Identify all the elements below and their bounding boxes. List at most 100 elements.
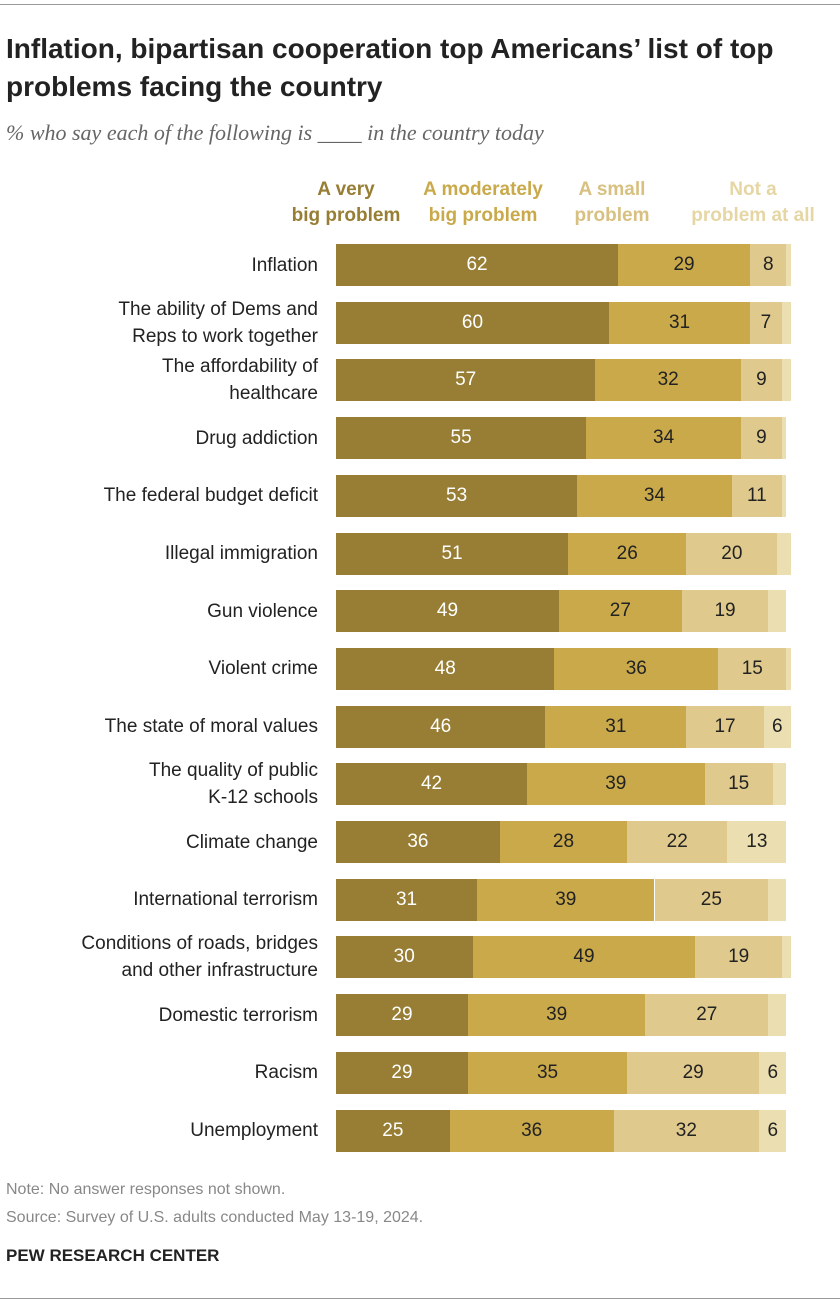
data-label: 30 [393, 946, 415, 968]
source: Source: Survey of U.S. adults conducted … [6, 1209, 424, 1226]
bar-segment [336, 532, 569, 575]
note: Note: No answer responses not shown. [6, 1181, 286, 1198]
data-label: 19 [714, 600, 736, 622]
data-label: 51 [441, 542, 463, 564]
bar-segment [467, 994, 646, 1037]
data-label: 32 [657, 369, 679, 391]
bar-segment [781, 359, 791, 402]
data-label: 36 [521, 1119, 543, 1141]
bar-segment [781, 417, 787, 460]
legend-a-moderately-big-problem: A moderately big problem [423, 179, 543, 226]
bar-segment [704, 763, 773, 806]
data-label: 31 [668, 311, 691, 333]
brand-logo-text: PEW RESEARCH CENTER [6, 1246, 220, 1265]
data-label: 29 [682, 1061, 704, 1083]
bar-segment [772, 763, 787, 806]
bar-segment [336, 994, 468, 1037]
data-label: 32 [675, 1119, 697, 1141]
data-label: 57 [455, 369, 477, 391]
category-label: Racism [254, 1062, 318, 1084]
bar-segment [586, 417, 741, 460]
bar-segment [336, 1051, 468, 1094]
data-label: 13 [746, 831, 768, 852]
data-label: 9 [756, 427, 767, 449]
category-label: Gun violence [207, 600, 318, 622]
bar-segment [613, 1109, 760, 1152]
bar-segment [472, 936, 696, 979]
bar-segment [750, 244, 787, 286]
data-label: 6 [767, 1119, 779, 1141]
bar-segment [681, 590, 769, 633]
bar-segment [499, 821, 628, 863]
data-label: 7 [760, 311, 772, 333]
data-label: 29 [391, 1061, 413, 1083]
bar-segment [768, 994, 787, 1037]
bar-segment [768, 590, 787, 633]
bar-segment [595, 359, 741, 402]
data-label: 22 [666, 831, 688, 852]
category-label: Domestic terrorism [158, 1004, 318, 1026]
data-label: 29 [391, 1004, 413, 1026]
bar-segment [336, 1109, 450, 1152]
data-label: 39 [605, 773, 627, 795]
bar-segment [336, 417, 587, 460]
category-label: Illegal immigration [164, 543, 318, 564]
bar-segment [695, 936, 782, 979]
category-label: The state of moral values [104, 716, 318, 738]
data-label: 26 [616, 542, 638, 564]
category-label: Unemployment [190, 1120, 318, 1141]
bar-segment [336, 359, 596, 402]
data-label: 46 [430, 715, 452, 737]
bar-segment [740, 359, 782, 402]
data-label: 28 [552, 831, 575, 852]
data-label: 27 [609, 600, 631, 622]
data-label: 48 [434, 657, 456, 679]
category-label: Inflation [251, 254, 318, 276]
data-label: 6 [767, 1061, 779, 1083]
data-label: 35 [536, 1061, 559, 1083]
data-label: 15 [728, 773, 750, 795]
category-label: The federal budget deficit [103, 485, 318, 507]
bar-segment [731, 474, 782, 517]
data-label: 31 [395, 888, 418, 910]
category-label: Conditions of roads, bridges and other in… [81, 933, 318, 982]
bar-segment [750, 301, 782, 344]
category-label: The affordability of healthcare [162, 356, 318, 405]
bar-segment [336, 763, 528, 806]
category-label: The ability of Dems and Reps to work toge… [118, 298, 318, 347]
bar-segment [449, 1109, 614, 1152]
chart-title: Inflation, bipartisan cooperation top Am… [6, 33, 774, 102]
bar-segment [786, 647, 791, 690]
data-label: 53 [446, 484, 468, 506]
data-label: 20 [721, 542, 743, 564]
bar-segment [336, 878, 478, 921]
bar-segment [718, 647, 787, 690]
bar-segment [336, 705, 546, 748]
bar-segment [768, 878, 787, 921]
bar-segment [336, 821, 500, 863]
bar-segment [336, 474, 578, 517]
data-label: 60 [461, 311, 484, 333]
data-label: 36 [625, 657, 647, 679]
bar-segment [467, 1051, 628, 1094]
data-label: 39 [555, 888, 577, 910]
data-label: 55 [450, 427, 472, 449]
data-label: 49 [436, 600, 459, 622]
bar-segment [781, 301, 791, 344]
bar-segment [336, 244, 619, 286]
data-label: 25 [700, 888, 722, 910]
data-label: 25 [382, 1119, 404, 1141]
data-label: 62 [466, 254, 488, 275]
legend-a-small-problem: A small problem [574, 179, 650, 226]
data-label: 17 [714, 715, 736, 737]
bar-segment [577, 474, 732, 517]
bar-segment [545, 705, 687, 748]
data-label: 8 [762, 254, 774, 275]
data-label: 34 [643, 484, 666, 506]
top-rule [0, 4, 840, 5]
data-label: 9 [756, 369, 767, 391]
data-label: 15 [741, 657, 763, 679]
category-label: Violent crime [208, 658, 318, 680]
category-label: The quality of public K-12 schools [149, 760, 318, 809]
data-label: 36 [407, 831, 429, 852]
